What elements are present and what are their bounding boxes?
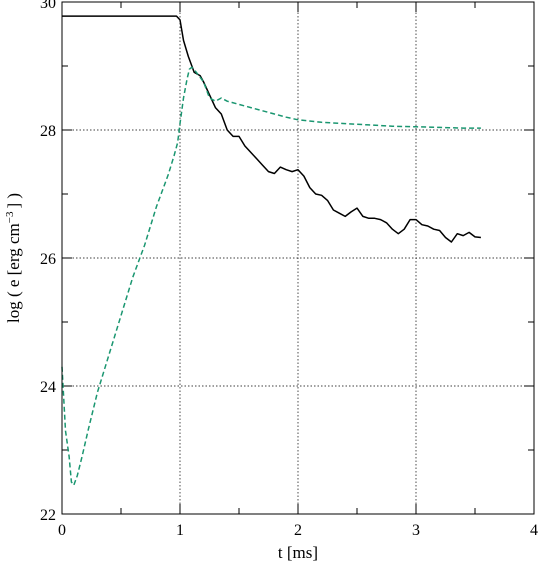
tick-labels: 0 1 2 3 4 22 24 26 28 30: [40, 0, 538, 539]
x-tick-label: 1: [176, 522, 184, 539]
series-line-solid: [62, 15, 481, 243]
y-axis-label-suffix: ] ): [4, 193, 23, 209]
plot-frame: [61, 1, 535, 515]
y-axis-label: log ( e [erg cm−3 ] ): [4, 193, 23, 323]
y-tick-label: 28: [40, 123, 56, 140]
x-tick-label: 2: [294, 522, 302, 539]
x-tick-label: 0: [58, 522, 66, 539]
y-tick-label: 22: [40, 507, 56, 524]
y-axis-label-superscript: −3: [4, 211, 16, 223]
y-tick-label: 24: [40, 379, 56, 396]
series-group: [61, 15, 481, 486]
series-line-dashed: [61, 66, 481, 486]
y-tick-label: 30: [40, 0, 56, 12]
x-axis-label: t [ms]: [278, 543, 318, 562]
y-axis-label-prefix: log ( e [erg cm: [4, 223, 23, 323]
x-tick-label: 3: [412, 522, 420, 539]
x-tick-label: 4: [530, 522, 538, 539]
grid-lines: [62, 2, 534, 514]
y-tick-label: 26: [40, 251, 56, 268]
